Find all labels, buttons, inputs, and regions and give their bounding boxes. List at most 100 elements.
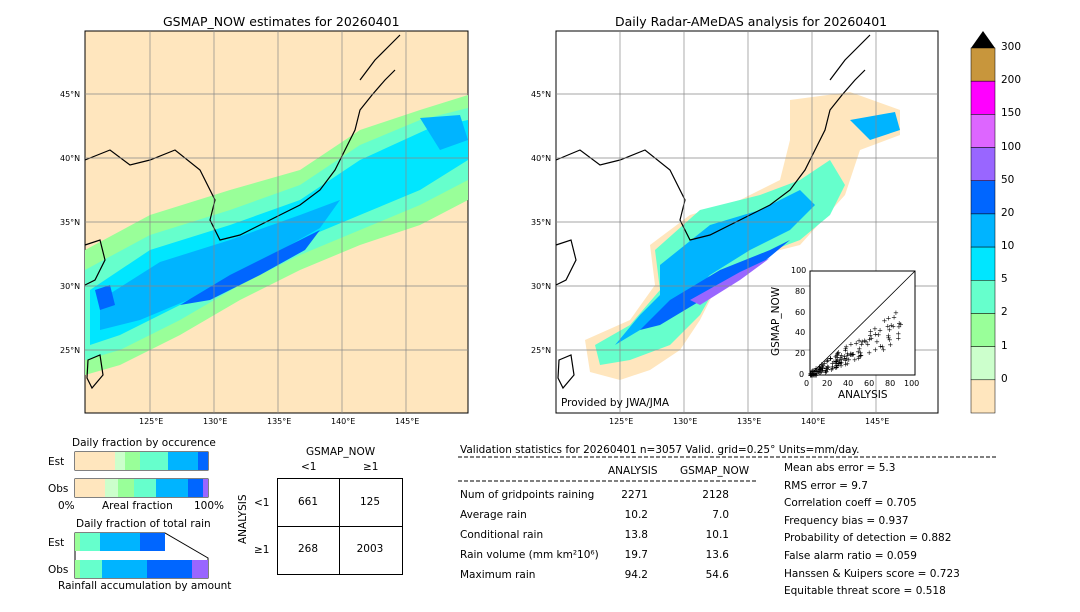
right-lon-140: 140°E xyxy=(801,417,826,426)
scatter-point: + xyxy=(895,335,901,343)
scatter-point: + xyxy=(825,365,831,373)
scatter-point: + xyxy=(839,359,845,367)
scatter-xtick: 80 xyxy=(885,379,896,388)
scatter-point: + xyxy=(831,358,837,366)
scatter-xlabel: ANALYSIS xyxy=(838,389,888,401)
scatter-ytick: 80 xyxy=(795,287,806,296)
scatter-point: + xyxy=(810,372,816,380)
occurrence-axis-right: 100% xyxy=(194,500,225,512)
scatter-point: + xyxy=(848,351,854,359)
scatter-point: + xyxy=(865,340,871,348)
scatter-ytick: 20 xyxy=(795,349,806,358)
colorbar-label: 0 xyxy=(1001,372,1008,385)
scatter-point: + xyxy=(822,369,828,377)
colorbar-segment xyxy=(970,313,996,347)
scatter-point: + xyxy=(811,367,817,375)
scatter-point: + xyxy=(844,350,850,358)
scatter-point: + xyxy=(881,346,887,354)
scatter-point: + xyxy=(816,368,822,376)
total-rain-footer: Rainfall accumulation by amount xyxy=(58,580,232,592)
scatter-point: + xyxy=(846,356,852,364)
scatter-point: + xyxy=(856,353,862,361)
validation-score: Probability of detection = 0.882 xyxy=(784,532,952,545)
scatter-point: + xyxy=(842,356,848,364)
scatter-point: + xyxy=(837,358,843,366)
scatter-point: + xyxy=(811,370,817,378)
validation-row-analysis: 94.2 xyxy=(624,569,648,581)
left-lon-145: 145°E xyxy=(395,417,420,426)
scatter-point: + xyxy=(813,372,819,380)
total-rain-row-obs: Obs xyxy=(48,564,69,576)
colorbar-label: 1 xyxy=(1001,339,1008,352)
scatter-ytick: 0 xyxy=(799,370,805,379)
scatter-point: + xyxy=(887,341,893,349)
contingency-cell: 2003 xyxy=(356,543,384,555)
scatter-point: + xyxy=(825,364,831,372)
validation-row-gsmap: 13.6 xyxy=(705,549,729,561)
scatter-point: + xyxy=(817,363,823,371)
left-lat-30: 30°N xyxy=(60,282,81,291)
scatter-point: + xyxy=(819,362,825,370)
validation-row-analysis: 10.2 xyxy=(624,509,648,521)
scatter-point: + xyxy=(833,361,839,369)
validation-row-label: Average rain xyxy=(460,509,527,521)
scatter-point: + xyxy=(827,355,833,363)
left-lat-35: 35°N xyxy=(60,218,81,227)
scatter-point: + xyxy=(855,348,861,356)
colorbar-segment xyxy=(970,80,996,115)
scatter-point: + xyxy=(856,355,862,363)
validation-row-gsmap: 7.0 xyxy=(712,509,729,521)
right-lon-145: 145°E xyxy=(865,417,890,426)
scatter-point: + xyxy=(872,346,878,354)
contingency-col-ge1: ≥1 xyxy=(363,461,379,473)
total-rain-row-est: Est xyxy=(48,537,65,549)
scatter-point: + xyxy=(856,337,862,345)
scatter-point: + xyxy=(825,356,831,364)
validation-row-gsmap: 54.6 xyxy=(705,569,729,581)
occurrence-row-est: Est xyxy=(48,456,65,468)
scatter-point: + xyxy=(819,368,825,376)
scatter-xtick: 100 xyxy=(904,379,920,388)
scatter-point: + xyxy=(811,370,817,378)
scatter-point: + xyxy=(836,360,842,368)
validation-col-gsmap: GSMAP_NOW xyxy=(680,465,750,477)
scatter-point: + xyxy=(823,367,829,375)
right-lat-45: 45°N xyxy=(531,90,552,99)
scatter-point: + xyxy=(837,357,843,365)
validation-score: Frequency bias = 0.937 xyxy=(784,514,909,527)
scatter-point: + xyxy=(835,350,841,358)
scatter-point: + xyxy=(872,330,878,338)
left-lon-125: 125°E xyxy=(139,417,164,426)
scatter-point: + xyxy=(868,328,874,336)
scatter-point: + xyxy=(809,368,815,376)
scatter-point: + xyxy=(874,338,880,346)
colorbar-segment xyxy=(970,213,996,248)
scatter-point: + xyxy=(866,349,872,357)
scatter-point: + xyxy=(820,365,826,373)
scatter-point: + xyxy=(845,351,851,359)
scatter-point: + xyxy=(809,372,815,380)
right-lat-35: 35°N xyxy=(531,218,552,227)
left-lon-130: 130°E xyxy=(203,417,228,426)
contingency-row-ge1: ≥1 xyxy=(254,544,270,556)
scatter-point: + xyxy=(811,367,817,375)
scatter-point: + xyxy=(828,366,834,374)
scatter-point: + xyxy=(834,351,840,359)
scatter-point: + xyxy=(834,356,840,364)
scatter-point: + xyxy=(824,365,830,373)
right-lon-135: 135°E xyxy=(737,417,762,426)
left-lon-135: 135°E xyxy=(267,417,292,426)
right-lon-125: 125°E xyxy=(609,417,634,426)
validation-row-gsmap: 2128 xyxy=(702,489,729,501)
contingency-cell: 661 xyxy=(297,496,319,508)
scatter-point: + xyxy=(834,354,840,362)
scatter-point: + xyxy=(834,358,840,366)
scatter-point: + xyxy=(817,368,823,376)
colorbar-segment xyxy=(970,47,996,82)
scatter-point: + xyxy=(856,345,862,353)
scatter-point: + xyxy=(824,368,830,376)
scatter-point: + xyxy=(811,368,817,376)
scatter-point: + xyxy=(823,365,829,373)
right-map-title: Daily Radar-AMeDAS analysis for 20260401 xyxy=(615,14,888,29)
colorbar-label: 10 xyxy=(1001,240,1015,253)
